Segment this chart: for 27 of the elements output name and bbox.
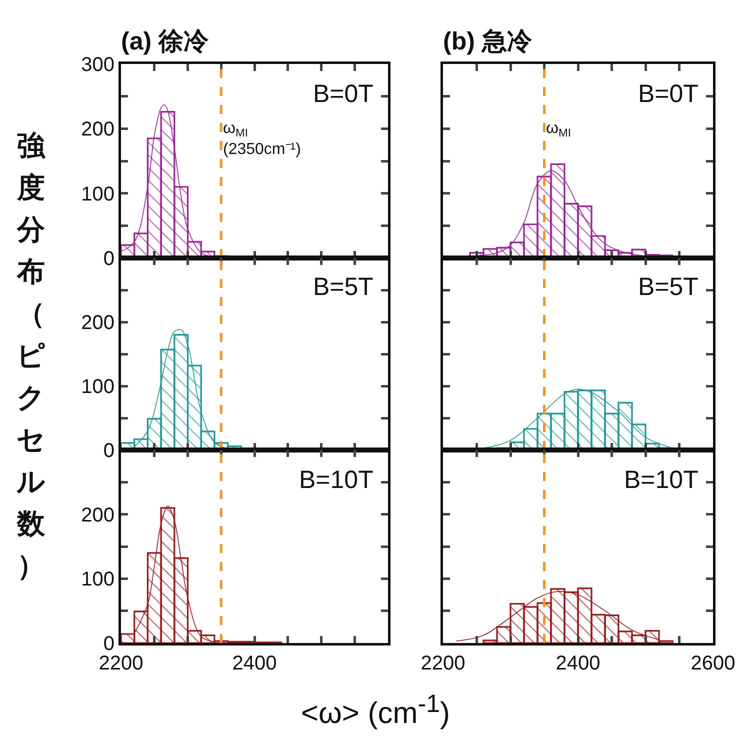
x-tick-label: 2600: [690, 652, 736, 674]
y-tick-label: 300: [81, 54, 114, 76]
ref-line-label: ω$_{MI}$ (2350cm⁻¹): [223, 120, 301, 158]
annotation: B=5T: [313, 273, 374, 301]
y-tick-label: 0: [103, 633, 114, 655]
y-tick-label: 100: [81, 183, 114, 206]
x-tick-label: 2200: [420, 652, 466, 674]
y-tick-label: 100: [81, 568, 114, 591]
annotation: B=0T: [638, 80, 698, 108]
y-tick-label: 200: [81, 312, 114, 334]
x-tick-label: 2400: [232, 652, 277, 674]
y-tick-label: 0: [103, 440, 114, 462]
y-tick-label: 0: [103, 248, 114, 270]
x-axis-title: <ω> (cm$^{-1}$): [300, 690, 451, 731]
y-tick-label: 200: [81, 118, 114, 141]
annotation: B=0T: [313, 80, 374, 108]
text: 強度分布（ピクセル数）: [16, 130, 46, 581]
chart-title: (b) 急冷: [443, 28, 533, 56]
y-tick-label: 200: [81, 504, 114, 526]
ref-line-label: ω$_{MI}$: [546, 120, 571, 140]
annotation: B=5T: [638, 273, 698, 301]
y-tick-label: 100: [81, 376, 114, 398]
x-tick-label: 2200: [98, 652, 144, 674]
x-tick-label: 2400: [556, 652, 600, 674]
chart-title: (a) 徐冷: [121, 28, 210, 56]
annotation: B=10T: [624, 466, 698, 494]
annotation: B=10T: [299, 466, 374, 494]
